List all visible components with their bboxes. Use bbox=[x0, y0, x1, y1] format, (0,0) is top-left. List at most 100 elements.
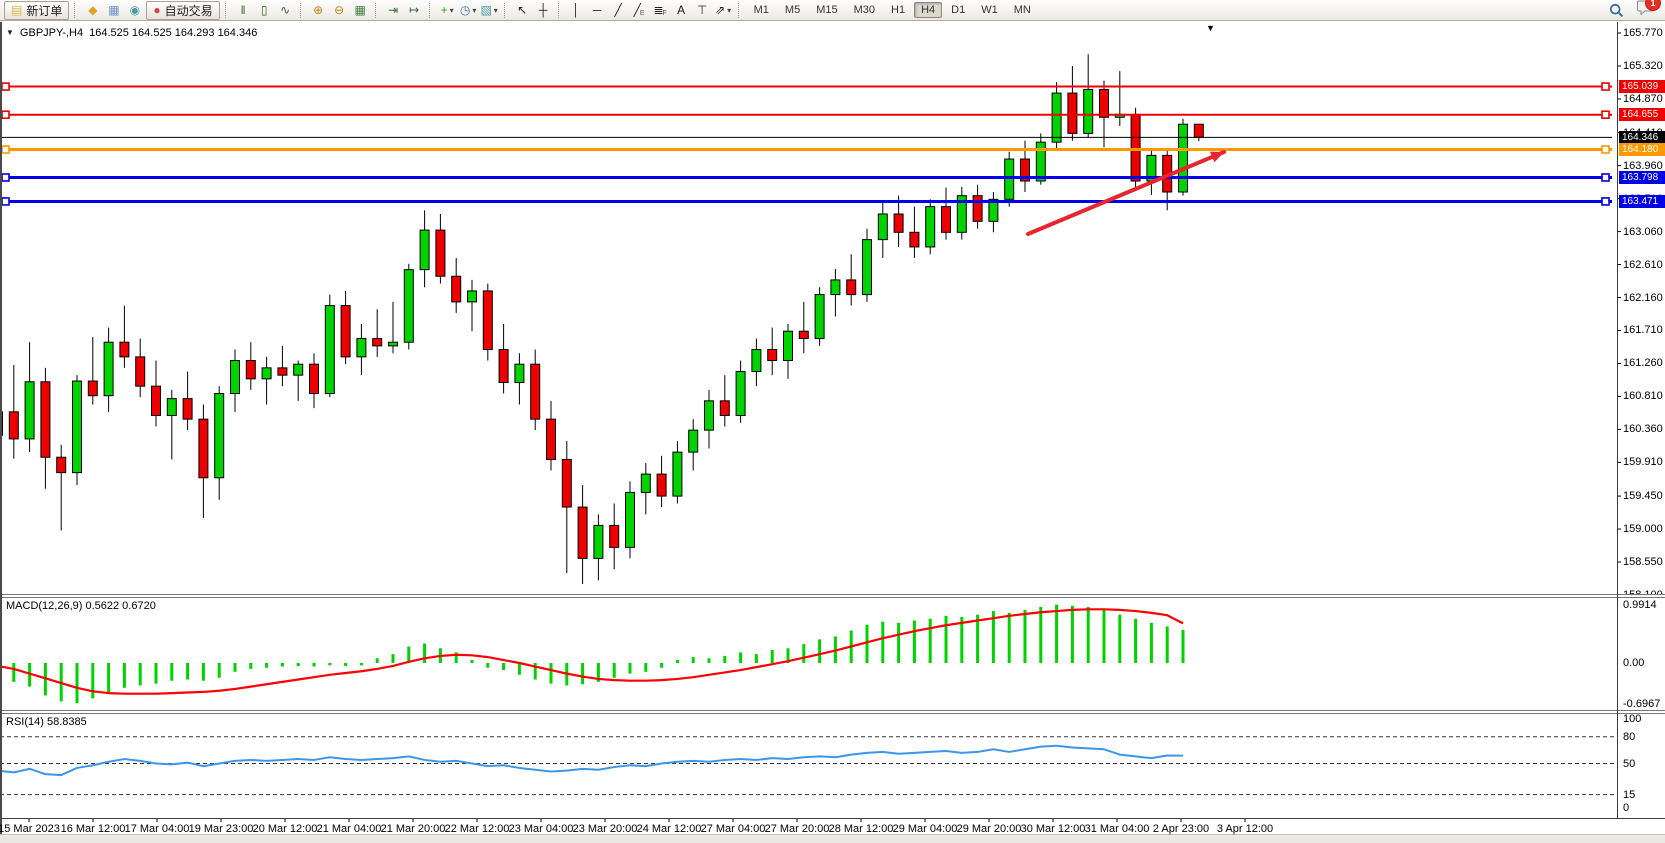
zoom-in-icon[interactable]: ⊕ bbox=[308, 1, 329, 20]
time-axis-label: 15 Mar 2023 bbox=[0, 823, 60, 835]
time-axis-label: 2 Apr 23:00 bbox=[1152, 823, 1210, 835]
rsi-label: RSI(14) 58.8385 bbox=[6, 716, 87, 728]
trendline-icon[interactable]: ╱ bbox=[608, 1, 629, 20]
price-axis-label: 159.000 bbox=[1623, 523, 1663, 536]
toolbar-right: 1 bbox=[1606, 0, 1662, 20]
chart-shift-marker-icon[interactable]: ▼ bbox=[1206, 23, 1215, 33]
autotrade-button[interactable]: ● 自动交易 bbox=[146, 0, 220, 20]
rsi-axis-label: 80 bbox=[1623, 730, 1636, 743]
notification-badge: 1 bbox=[1645, 0, 1661, 11]
rsi-axis-label: 0 bbox=[1623, 802, 1630, 814]
price-level-tag: 163.471 bbox=[1619, 194, 1665, 208]
templates-menu-glyph: ▧ bbox=[480, 3, 492, 17]
time-axis-label: 16 Mar 12:00 bbox=[60, 823, 126, 835]
search-icon[interactable] bbox=[1606, 1, 1627, 20]
time-axis-label: 28 Mar 12:00 bbox=[828, 823, 894, 835]
chevron-down-icon: ▾ bbox=[493, 5, 498, 15]
fibonacci-icon[interactable]: ≣ F bbox=[650, 1, 671, 20]
timeframe-m15-button[interactable]: M15 bbox=[816, 4, 838, 16]
toolbar-grip bbox=[74, 2, 78, 18]
timeframe-mn-button[interactable]: MN bbox=[1013, 4, 1031, 16]
chevron-down-icon: ▾ bbox=[472, 5, 477, 15]
time-axis-label: 23 Mar 04:00 bbox=[508, 823, 574, 835]
rsi-axis-label: 50 bbox=[1623, 757, 1636, 770]
timeframe-m1-button[interactable]: M1 bbox=[753, 4, 769, 16]
macd-axis-label: 0.00 bbox=[1623, 657, 1645, 669]
auto-scroll-icon-glyph: ⇥ bbox=[388, 3, 399, 17]
price-chart-svg[interactable] bbox=[0, 22, 1665, 842]
chat-icon[interactable]: 1 bbox=[1637, 0, 1661, 20]
price-axis-label: 159.910 bbox=[1623, 456, 1663, 469]
arrows-tool-menu-glyph: ⇗ bbox=[715, 3, 726, 17]
zoom-in-icon-glyph: ⊕ bbox=[313, 3, 324, 17]
text-icon[interactable]: A bbox=[671, 1, 692, 20]
tile-windows-icon-glyph: ▦ bbox=[354, 3, 366, 17]
indicators-menu[interactable]: + ▾ bbox=[437, 1, 458, 20]
data-window-icon-glyph: ▦ bbox=[108, 3, 120, 17]
price-axis-label: 163.960 bbox=[1623, 159, 1663, 172]
time-axis-label: 29 Mar 04:00 bbox=[892, 823, 958, 835]
equidistant-channel-icon-sub: E bbox=[639, 9, 645, 17]
price-axis-label: 161.260 bbox=[1623, 357, 1663, 370]
navigator-icon-glyph: ◉ bbox=[129, 3, 141, 17]
chart-shift-icon[interactable]: ↦ bbox=[404, 1, 425, 20]
time-axis-label: 29 Mar 20:00 bbox=[956, 823, 1022, 835]
auto-scroll-icon[interactable]: ⇥ bbox=[383, 1, 404, 20]
arrows-tool-menu[interactable]: ⇗ ▾ bbox=[713, 1, 734, 20]
pane-separator-macd[interactable] bbox=[0, 594, 1665, 598]
cursor-icon[interactable]: ↖ bbox=[512, 1, 533, 20]
templates-menu[interactable]: ▧ ▾ bbox=[479, 1, 500, 20]
timeframe-d1-button[interactable]: D1 bbox=[951, 4, 966, 16]
zoom-out-icon-glyph: ⊖ bbox=[334, 3, 345, 17]
price-axis-label: 163.060 bbox=[1623, 225, 1663, 238]
candlestick-chart-icon[interactable]: ▯ bbox=[254, 1, 275, 20]
time-axis-line bbox=[0, 818, 1665, 819]
timeframe-m5-button[interactable]: M5 bbox=[784, 4, 801, 16]
tile-windows-icon[interactable]: ▦ bbox=[350, 1, 371, 20]
price-level-tag: 163.798 bbox=[1619, 170, 1665, 184]
cursor-icon-glyph: ↖ bbox=[517, 3, 528, 17]
periods-menu-glyph: ◷ bbox=[459, 3, 471, 17]
equidistant-channel-icon-glyph: ╱ bbox=[633, 3, 641, 17]
zoom-out-icon[interactable]: ⊖ bbox=[329, 1, 350, 20]
line-chart-icon[interactable]: ∿ bbox=[275, 1, 296, 20]
horizontal-line-icon[interactable]: ─ bbox=[587, 1, 608, 20]
time-axis-label: 27 Mar 04:00 bbox=[700, 823, 766, 835]
timeframe-w1-button[interactable]: W1 bbox=[981, 4, 998, 16]
toolbar-grip bbox=[557, 2, 562, 18]
toolbar: ▤ 新订单 ◆ ▦ ◉ ● 自动交易 ‖ ▯ ∿ ⊕ ⊖ ▦ ⇥ ↦ + ▾ ◷ ▾ ▧ ▾ ↖ ┼ │ ─ ╱ ╱ E ≣ F A ⊤ ⇗ ▾ M… bbox=[0, 0, 1665, 21]
fibonacci-icon-glyph: ≣ bbox=[653, 3, 664, 17]
fibonacci-icon-sub: F bbox=[662, 9, 667, 17]
price-axis-label: 159.450 bbox=[1623, 490, 1663, 503]
data-window-icon[interactable]: ▦ bbox=[103, 1, 124, 20]
ohlc-values: 164.525 164.525 164.293 164.346 bbox=[89, 27, 258, 39]
line-chart-icon-glyph: ∿ bbox=[280, 3, 291, 17]
timeframe-m30-button[interactable]: M30 bbox=[853, 4, 875, 16]
collapse-triangle-icon[interactable]: ▼ bbox=[6, 28, 14, 37]
candlestick-chart-icon-glyph: ▯ bbox=[260, 3, 268, 17]
market-watch-icon[interactable]: ◆ bbox=[82, 1, 103, 20]
timeframe-h1-button[interactable]: H1 bbox=[891, 4, 906, 16]
chart-canvas[interactable]: ▼ GBPJPY-,H4 164.525 164.525 164.293 164… bbox=[0, 22, 1665, 843]
macd-label: MACD(12,26,9) 0.5622 0.6720 bbox=[6, 600, 156, 612]
navigator-icon[interactable]: ◉ bbox=[124, 1, 145, 20]
time-axis-label: 17 Mar 04:00 bbox=[124, 823, 190, 835]
new-order-button-icon: ▤ bbox=[11, 3, 23, 17]
time-axis-label: 23 Mar 20:00 bbox=[572, 823, 638, 835]
timeframe-h4-button[interactable]: H4 bbox=[914, 2, 943, 18]
vertical-line-icon[interactable]: │ bbox=[566, 1, 587, 20]
text-icon-glyph: A bbox=[677, 3, 686, 17]
text-label-icon[interactable]: ⊤ bbox=[692, 1, 713, 20]
periods-menu[interactable]: ◷ ▾ bbox=[458, 1, 479, 20]
equidistant-channel-icon[interactable]: ╱ E bbox=[629, 1, 650, 20]
price-axis-label: 162.610 bbox=[1623, 258, 1663, 271]
toolbar-grip bbox=[224, 2, 229, 18]
pane-separator-rsi[interactable] bbox=[0, 710, 1665, 714]
autotrade-button-label: 自动交易 bbox=[164, 3, 213, 18]
crosshair-icon[interactable]: ┼ bbox=[533, 1, 554, 20]
crosshair-icon-glyph: ┼ bbox=[538, 3, 548, 17]
chart-shift-icon-glyph: ↦ bbox=[409, 3, 420, 17]
bars-chart-icon[interactable]: ‖ bbox=[233, 1, 254, 20]
new-order-button[interactable]: ▤ 新订单 bbox=[4, 0, 70, 20]
bottom-strip bbox=[0, 834, 1665, 843]
